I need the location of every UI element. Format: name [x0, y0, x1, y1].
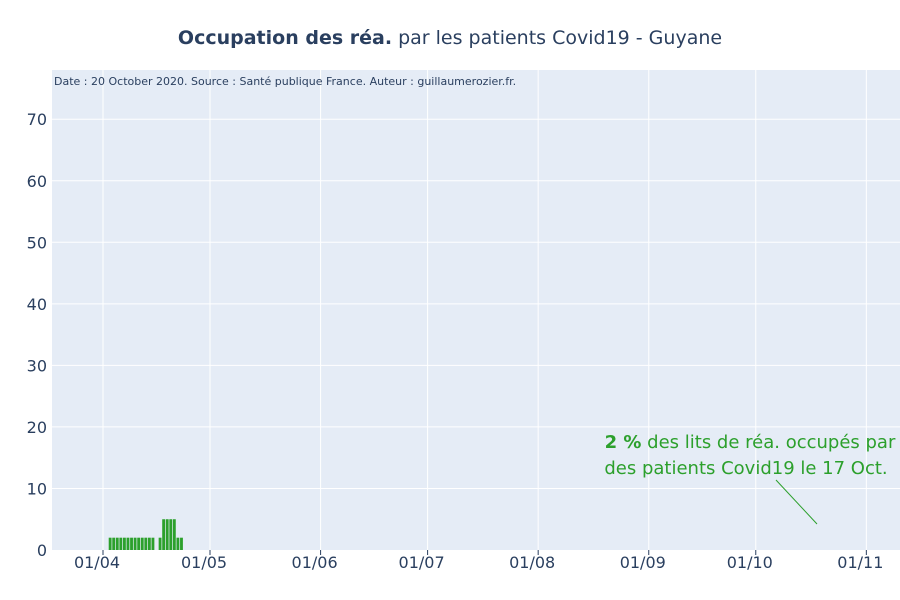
- bar: [144, 537, 148, 550]
- y-tick-label: 60: [27, 172, 47, 191]
- x-axis: 01/04 01/05 01/06 01/07 01/08 01/09 01/10 01/11: [74, 550, 883, 572]
- bar: [151, 537, 155, 550]
- annotation: 2 % des lits de réa. occupés par: [605, 432, 896, 453]
- x-tick-label: 01/05: [181, 553, 227, 572]
- bar: [137, 537, 141, 550]
- bar: [133, 537, 137, 550]
- y-tick-label: 0: [37, 541, 47, 560]
- bar: [176, 537, 180, 550]
- bars: [108, 519, 183, 550]
- x-tick-label: 01/06: [292, 553, 338, 572]
- y-tick-label: 20: [27, 418, 47, 437]
- plot-area: [52, 70, 900, 550]
- bar: [122, 537, 126, 550]
- y-tick-label: 30: [27, 356, 47, 375]
- source-note: Date : 20 October 2020. Source : Santé p…: [54, 75, 516, 88]
- bar: [147, 537, 151, 550]
- chart-title: Occupation des réa. par les patients Cov…: [178, 27, 722, 49]
- bar: [180, 537, 183, 550]
- grid: [52, 70, 900, 550]
- x-tick-label: 01/08: [509, 553, 555, 572]
- y-axis: 0 10 20 30 40 50 60 70: [27, 110, 47, 560]
- chart-title-rest: par les patients Covid19 - Guyane: [392, 27, 722, 49]
- y-tick-label: 50: [27, 233, 47, 252]
- y-tick-label: 10: [27, 479, 47, 498]
- bar: [119, 537, 123, 550]
- y-tick-label: 40: [27, 295, 47, 314]
- y-tick-label: 70: [27, 110, 47, 129]
- bar: [126, 537, 130, 550]
- annotation-line2: des patients Covid19 le 17 Oct.: [604, 458, 887, 479]
- bar: [140, 537, 144, 550]
- bar: [115, 537, 119, 550]
- chart-title-bold: Occupation des réa.: [178, 27, 392, 49]
- bar: [108, 537, 112, 550]
- x-tick-label: 01/07: [399, 553, 445, 572]
- x-tick-label: 01/10: [727, 553, 773, 572]
- annotation-arrow: [775, 479, 818, 525]
- bar: [112, 537, 116, 550]
- bar: [165, 519, 169, 550]
- bar: [130, 537, 133, 550]
- bar: [162, 519, 166, 550]
- annotation-value: 2 %: [605, 432, 642, 453]
- bar: [158, 537, 162, 550]
- x-tick-label: 01/04: [74, 553, 120, 572]
- bar: [172, 519, 176, 550]
- x-tick-label: 01/11: [837, 553, 883, 572]
- bar: [169, 519, 173, 550]
- annotation-line1: des lits de réa. occupés par: [641, 432, 896, 453]
- x-tick-label: 01/09: [620, 553, 666, 572]
